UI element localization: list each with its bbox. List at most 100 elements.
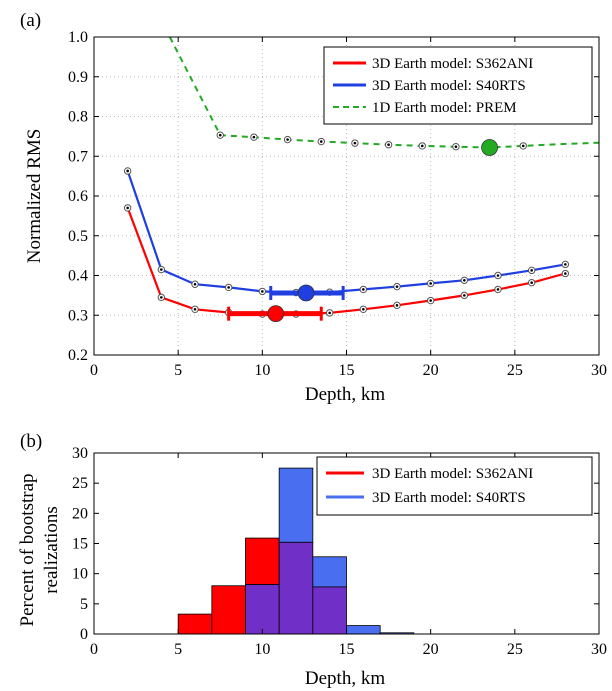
- y-tick-label: 0.5: [68, 228, 88, 245]
- legend-entry-s362ani-b: 3D Earth model: S362ANI: [372, 466, 533, 482]
- y-tick-label: 15: [72, 536, 88, 553]
- panel-label-a: (a): [20, 10, 41, 31]
- best-depth-marker-s362ani: [267, 305, 285, 323]
- data-point-center-s362ani: [429, 299, 432, 302]
- x-tick-label: 30: [591, 362, 607, 379]
- data-point-center-s40rts: [530, 269, 533, 272]
- tick-labels-a: 0 5 10 15 20 25 30 0.2 0.3 0.4 0.5 0.6 0.7 0.8 0.9 1.0: [68, 29, 607, 379]
- data-point-center-prem: [387, 143, 390, 147]
- x-tick-label: 25: [507, 362, 523, 379]
- series-line-s40rts: [126, 170, 566, 294]
- x-tick-label: 10: [254, 641, 270, 658]
- data-point-center-s40rts: [463, 278, 466, 282]
- data-point-center-prem: [252, 135, 256, 139]
- legend-b: 3D Earth model: S362ANI 3D Earth model: …: [316, 456, 593, 516]
- data-point-center-s40rts: [564, 263, 567, 266]
- y-tick-label: 0.9: [68, 69, 88, 86]
- data-point-center-prem: [353, 141, 357, 145]
- legend-box-b: [316, 456, 593, 516]
- data-point-center-prem: [218, 133, 222, 137]
- legend-entry-s362ani: 3D Earth model: S362ANI: [372, 56, 533, 72]
- tick-labels-b: 0 5 10 15 20 25 30 0 5 10 15 20 25 30: [72, 445, 607, 658]
- legend-entry-prem: 1D Earth model: PREM: [372, 100, 517, 116]
- data-point-center-s362ani: [193, 307, 197, 311]
- chart-b: (b) 0 5 10 15 20 25 30 0 5 10 15 20 25 30 Depth, km P…: [17, 431, 607, 689]
- best-depth-marker-s40rts: [297, 284, 315, 302]
- x-tick-label: 25: [507, 641, 523, 658]
- data-point-center-prem: [420, 144, 424, 148]
- y-tick-label: 0.7: [68, 148, 88, 165]
- data-point-center-s362ani: [126, 206, 129, 210]
- data-point-center-s40rts: [126, 169, 129, 173]
- data-point-center-s362ani: [530, 281, 533, 284]
- axes-frame-b: [93, 452, 600, 635]
- best-depth-marker-prem: [481, 139, 498, 156]
- x-tick-label: 15: [339, 641, 355, 658]
- histogram-bar-s362ani: [245, 537, 280, 585]
- histogram-bar-s40rts: [346, 625, 381, 635]
- y-tick-label: 5: [80, 596, 88, 613]
- data-point-center-s40rts: [193, 282, 197, 286]
- legend-box-a: [323, 46, 593, 125]
- histogram-bar-s40rts: [278, 467, 314, 543]
- y-tick-label: 0.3: [68, 307, 88, 324]
- data-point-center-s362ani: [463, 294, 466, 297]
- chart-a: (a) 0 5 10 15 20 25 30 0.2 0.3 0.4 0.5 0.6 0.7 0.8 0.9…: [20, 10, 607, 405]
- y-tick-label: 10: [72, 566, 88, 583]
- x-tick-label: 20: [423, 641, 439, 658]
- axes-frame-a: [93, 36, 600, 356]
- data-point-center-s40rts: [227, 286, 230, 289]
- histogram-bar-s362ani: [177, 613, 213, 635]
- legend-a: 3D Earth model: S362ANI 3D Earth model: …: [323, 46, 593, 125]
- data-point-center-s40rts: [429, 282, 432, 285]
- data-point-center-prem: [521, 144, 525, 148]
- histogram-bar-s40rts: [312, 556, 347, 588]
- histogram-bar-s362ani: [211, 585, 246, 635]
- data-point-center-s40rts: [362, 288, 365, 291]
- axes-box-b: [93, 452, 600, 635]
- series-line-s362ani: [126, 207, 566, 316]
- data-point-center-s40rts: [261, 290, 264, 293]
- y-tick-label: 0.2: [68, 347, 88, 364]
- data-point-center-prem: [454, 145, 458, 149]
- data-point-center-s362ani: [395, 304, 399, 307]
- y-tick-label: 30: [72, 445, 88, 462]
- y-axis-label-b-line2: realizations: [41, 506, 62, 594]
- data-point-center-s40rts: [160, 268, 163, 271]
- legend-entry-s40rts-b: 3D Earth model: S40RTS: [372, 490, 526, 506]
- data-point-center-s362ani: [362, 307, 365, 311]
- x-tick-label: 0: [90, 641, 98, 658]
- data-point-center-s362ani: [496, 288, 500, 291]
- data-point-center-s362ani: [160, 296, 163, 299]
- y-axis-label-a: Normalized RMS: [24, 129, 45, 264]
- legend-entry-s40rts: 3D Earth model: S40RTS: [372, 78, 526, 94]
- data-point-center-s40rts: [395, 285, 399, 288]
- y-tick-label: 1.0: [68, 29, 88, 46]
- series-lines-a: [123, 37, 599, 323]
- y-tick-label: 0.6: [68, 188, 88, 205]
- data-point-center-s40rts: [496, 274, 500, 277]
- data-point-center-s362ani: [564, 272, 567, 275]
- x-tick-label: 15: [339, 362, 355, 379]
- y-tick-label: 0: [80, 626, 88, 643]
- histogram-bar-overlap: [245, 584, 280, 635]
- y-tick-label: 0.4: [68, 268, 88, 285]
- x-tick-label: 20: [423, 362, 439, 379]
- x-tick-label: 30: [591, 641, 607, 658]
- y-tick-label: 0.8: [68, 109, 88, 126]
- x-axis-label-b: Depth, km: [305, 668, 385, 689]
- y-tick-label: 20: [72, 505, 88, 522]
- x-tick-label: 10: [254, 362, 270, 379]
- data-point-center-prem: [286, 138, 289, 141]
- histogram-bar-overlap: [278, 541, 314, 635]
- data-point-center-s362ani: [328, 311, 331, 315]
- y-axis-label-b-line1: Percent of bootstrap: [17, 473, 38, 626]
- x-tick-label: 0: [90, 362, 98, 379]
- y-tick-label: 25: [72, 475, 88, 492]
- x-axis-label-a: Depth, km: [305, 384, 385, 405]
- x-tick-label: 5: [174, 362, 182, 379]
- axes-box-a: [93, 36, 600, 356]
- histogram-bar-overlap: [312, 586, 347, 635]
- x-tick-label: 5: [174, 641, 182, 658]
